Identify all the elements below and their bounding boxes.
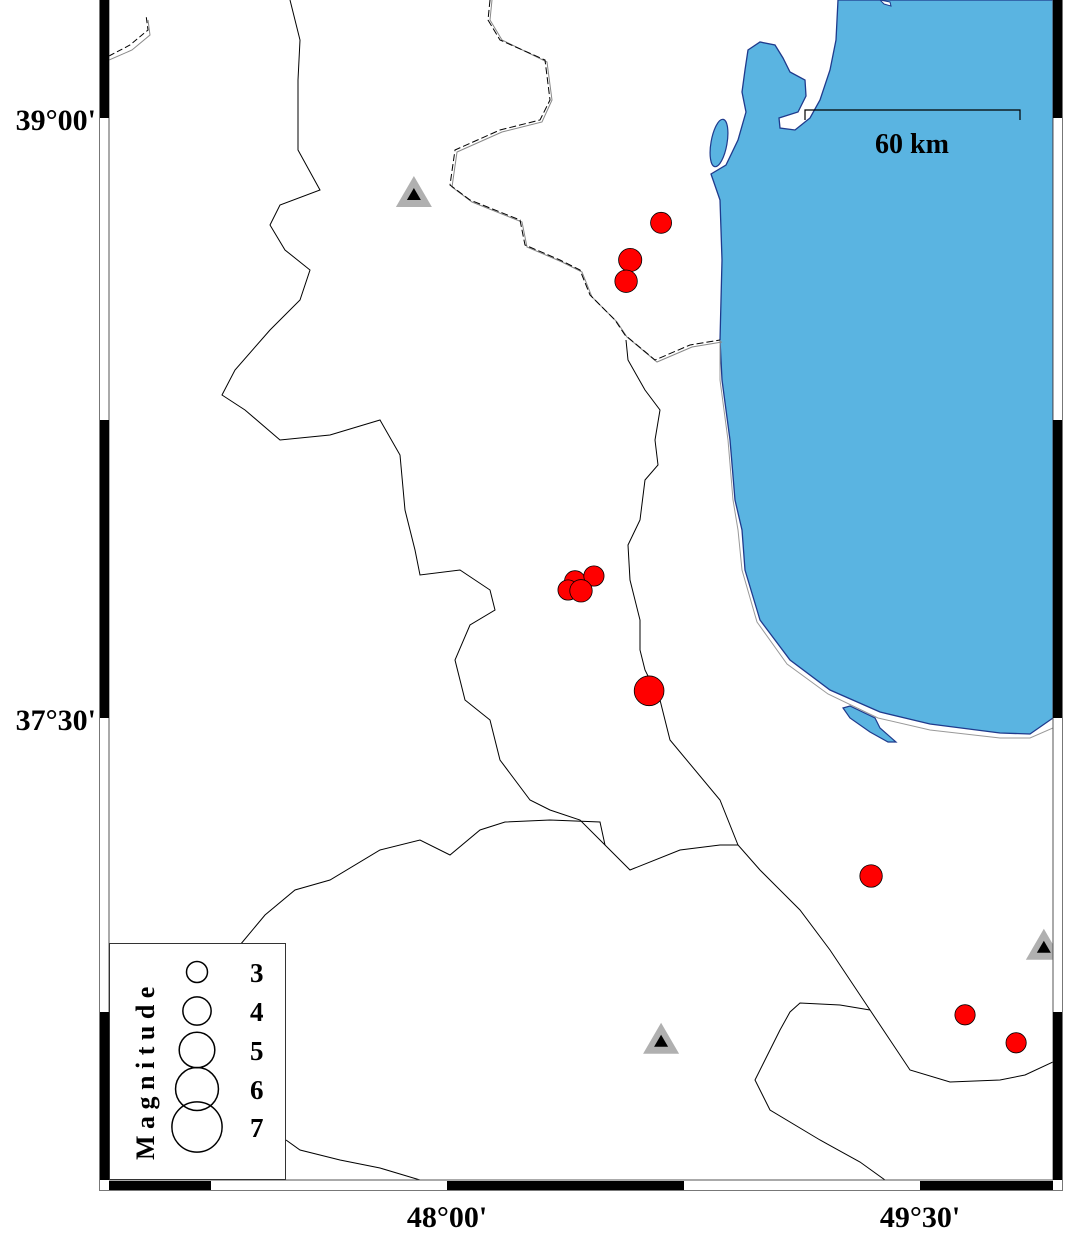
lon-label-49-30: 49°30' — [880, 1201, 960, 1229]
station-triangle-icon — [395, 176, 432, 207]
legend-label: 7 — [250, 1113, 264, 1143]
legend-title: Magnitude — [131, 980, 160, 1160]
earthquake-marker — [583, 565, 605, 587]
province-border — [221, 0, 738, 871]
coastline-outline — [719, 340, 1053, 739]
caspian-sea — [710, 0, 1053, 735]
province-border — [239, 819, 606, 946]
earthquake-marker — [954, 1004, 976, 1026]
border-top-left-dashed — [109, 14, 149, 57]
earthquake-marker — [614, 269, 638, 293]
legend-circle — [174, 1066, 220, 1112]
station-triangle-icon — [1025, 928, 1053, 960]
border-top-left-gray — [109, 19, 151, 61]
international-border-dashed — [449, 0, 721, 361]
legend-label: 6 — [250, 1075, 264, 1105]
province-border — [754, 1002, 886, 1180]
scale-bar-label: 60 km — [875, 129, 949, 160]
legend-circle — [182, 996, 212, 1026]
scale-bar: 60 km — [804, 109, 1021, 160]
map-frame — [99, 0, 1063, 1191]
legend-label: 3 — [250, 958, 264, 988]
lagoon — [842, 705, 898, 743]
legend-label: 5 — [250, 1036, 264, 1066]
lon-label-48-00: 48°00' — [407, 1201, 487, 1229]
station-triangle-icon — [643, 1022, 680, 1054]
legend-label: 4 — [250, 997, 264, 1027]
island — [879, 0, 892, 7]
earthquake-marker — [633, 675, 665, 707]
lat-label-37-30: 37°30' — [16, 704, 96, 737]
legend-circle — [185, 960, 209, 984]
earthquake-marker — [650, 211, 672, 234]
earthquake-marker — [1005, 1032, 1027, 1054]
international-border-gray — [451, 0, 723, 363]
province-border — [285, 1139, 421, 1180]
earthquake-marker — [618, 248, 643, 272]
magnitude-legend: Magnitude 3 4 5 6 7 — [109, 943, 286, 1180]
earthquake-marker — [859, 864, 883, 888]
earthquake-marker — [569, 579, 593, 603]
lake — [709, 118, 729, 168]
lat-label-39-00: 39°00' — [16, 104, 96, 137]
legend-circle — [171, 1101, 223, 1153]
